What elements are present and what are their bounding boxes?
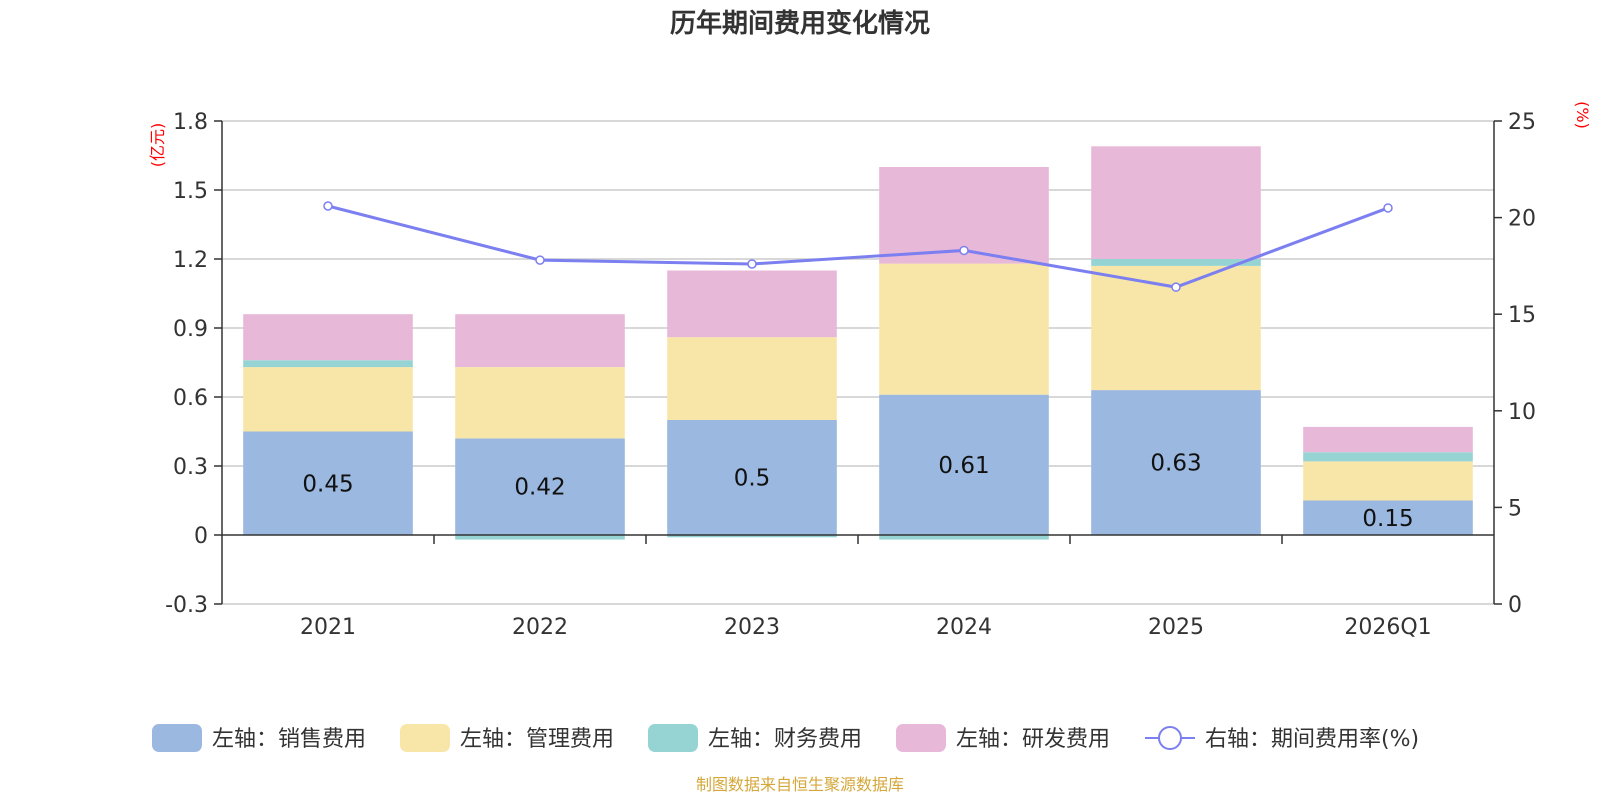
bar-segment <box>879 394 1049 535</box>
rate-point <box>959 245 969 256</box>
category-label: 2022 <box>512 615 568 640</box>
right-tick-label: 0 <box>1508 593 1522 618</box>
right-tick-label: 5 <box>1508 496 1522 521</box>
bar-segment <box>667 337 837 420</box>
rate-point <box>1383 203 1393 213</box>
left-tick-label: -0.3 <box>165 593 208 618</box>
category-label: 2023 <box>724 615 780 640</box>
right-axis-unit: (%) <box>1573 101 1592 129</box>
bar-segment <box>1091 390 1261 535</box>
bar-segment <box>243 314 413 361</box>
bar-value-label: 0.61 <box>938 453 989 479</box>
right-tick-label: 20 <box>1508 207 1536 232</box>
bar-segment <box>243 431 413 535</box>
bar-segment <box>455 367 625 439</box>
left-tick-label: 0.6 <box>173 386 208 411</box>
legend-swatch <box>648 724 698 752</box>
left-tick-label: 1.8 <box>173 110 208 135</box>
bar-segment <box>1303 426 1473 453</box>
left-tick-label: 1.5 <box>173 179 208 204</box>
source-note: 制图数据来自恒生聚源数据库 <box>696 775 904 794</box>
category-label: 2026Q1 <box>1344 615 1431 640</box>
legend-swatch <box>400 724 450 752</box>
bar-segment <box>1303 461 1473 501</box>
rate-point <box>1171 282 1181 292</box>
category-label: 2021 <box>300 615 356 640</box>
chart-title: 历年期间费用变化情况 <box>670 8 930 39</box>
left-tick-label: 1.2 <box>173 248 208 273</box>
rate-line-series <box>323 201 1393 292</box>
bar-segment <box>879 263 1049 395</box>
grid-lines <box>222 120 1494 605</box>
rate-point <box>535 255 545 265</box>
legend-label: 左轴：销售费用 <box>212 727 366 752</box>
bar-segment <box>879 535 1049 540</box>
bar-value-label: 0.42 <box>514 475 565 501</box>
legend-marker-icon <box>1158 726 1182 750</box>
category-label: 2024 <box>936 615 992 640</box>
left-tick-label: 0.3 <box>173 455 208 480</box>
legend-swatch <box>896 724 946 752</box>
bar-segment <box>667 420 837 535</box>
bar-segment <box>243 360 413 368</box>
legend-label: 左轴：管理费用 <box>460 727 614 752</box>
bar-segment <box>455 535 625 540</box>
left-axis-unit: (亿元) <box>148 123 167 168</box>
right-tick-label: 10 <box>1508 400 1536 425</box>
right-tick-label: 25 <box>1508 110 1536 135</box>
bar-segment <box>667 270 837 338</box>
bar-segment <box>1303 500 1473 535</box>
left-tick-label: 0 <box>194 524 208 549</box>
legend-label: 右轴：期间费用率(%) <box>1205 727 1419 752</box>
bar-value-label: 0.45 <box>302 471 353 497</box>
bar-series <box>243 146 1473 540</box>
rate-point <box>747 259 757 269</box>
legend-label: 左轴：财务费用 <box>708 727 862 752</box>
bar-segment <box>1091 259 1261 266</box>
bar-segment <box>667 535 837 538</box>
bar-segment <box>455 314 625 368</box>
bar-segment <box>1091 146 1261 259</box>
bar-value-labels: 0.45 0.42 0.5 0.61 0.63 0.15 <box>302 451 1413 532</box>
bar-value-label: 0.63 <box>1150 451 1201 477</box>
left-tick-label: 0.9 <box>173 317 208 342</box>
category-label: 2025 <box>1148 615 1204 640</box>
bar-segment <box>455 438 625 535</box>
rate-line <box>327 204 1389 289</box>
legend-label: 左轴：研发费用 <box>956 727 1110 752</box>
bar-value-label: 0.5 <box>734 466 771 492</box>
bar-value-label: 0.15 <box>1362 506 1413 532</box>
right-tick-label: 15 <box>1508 303 1536 328</box>
bar-segment <box>1303 452 1473 462</box>
bar-segment <box>243 367 413 432</box>
rate-point <box>323 201 333 211</box>
legend-swatch <box>152 724 202 752</box>
legend: 左轴：销售费用 左轴：管理费用 左轴：财务费用 左轴：研发费用 右轴：期间费用率(%) <box>152 724 1419 752</box>
